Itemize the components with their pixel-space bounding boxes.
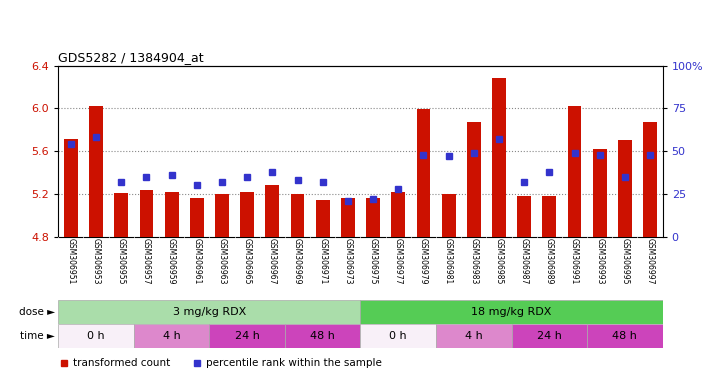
- Bar: [593, 149, 606, 237]
- Text: GSM306957: GSM306957: [142, 238, 151, 285]
- Bar: [542, 196, 556, 237]
- Bar: [618, 141, 632, 237]
- Text: GSM306997: GSM306997: [646, 238, 655, 285]
- Text: GDS5282 / 1384904_at: GDS5282 / 1384904_at: [58, 51, 204, 65]
- Text: 0 h: 0 h: [87, 331, 105, 341]
- Bar: [391, 192, 405, 237]
- Text: 18 mg/kg RDX: 18 mg/kg RDX: [471, 307, 552, 317]
- Bar: [442, 194, 456, 237]
- Text: 4 h: 4 h: [465, 331, 483, 341]
- Text: 48 h: 48 h: [612, 331, 637, 341]
- Bar: [209, 324, 285, 348]
- Bar: [316, 200, 330, 237]
- Text: GSM306955: GSM306955: [117, 238, 126, 285]
- Bar: [467, 122, 481, 237]
- Bar: [417, 109, 430, 237]
- Bar: [134, 324, 209, 348]
- Bar: [215, 194, 229, 237]
- Bar: [587, 324, 663, 348]
- Text: 3 mg/kg RDX: 3 mg/kg RDX: [173, 307, 246, 317]
- Text: GSM306981: GSM306981: [444, 238, 453, 285]
- Bar: [517, 196, 531, 237]
- Text: GSM306971: GSM306971: [319, 238, 327, 285]
- Text: 24 h: 24 h: [537, 331, 562, 341]
- Text: GSM306953: GSM306953: [92, 238, 100, 285]
- Bar: [285, 324, 360, 348]
- Text: 48 h: 48 h: [310, 331, 335, 341]
- Bar: [190, 198, 204, 237]
- Bar: [643, 122, 657, 237]
- Bar: [114, 193, 128, 237]
- Text: GSM306977: GSM306977: [394, 238, 402, 285]
- Bar: [366, 198, 380, 237]
- Bar: [512, 324, 587, 348]
- Bar: [492, 78, 506, 237]
- Text: GSM306995: GSM306995: [621, 238, 629, 285]
- Text: 24 h: 24 h: [235, 331, 260, 341]
- Bar: [240, 192, 254, 237]
- Text: GSM306951: GSM306951: [66, 238, 75, 285]
- Bar: [64, 139, 77, 237]
- Text: time ►: time ►: [20, 331, 55, 341]
- Text: percentile rank within the sample: percentile rank within the sample: [206, 358, 383, 368]
- Text: GSM306993: GSM306993: [595, 238, 604, 285]
- Text: GSM306989: GSM306989: [545, 238, 554, 285]
- Text: GSM306969: GSM306969: [293, 238, 302, 285]
- Text: GSM306979: GSM306979: [419, 238, 428, 285]
- Bar: [165, 192, 178, 237]
- Text: GSM306965: GSM306965: [242, 238, 252, 285]
- Bar: [360, 324, 436, 348]
- Text: GSM306985: GSM306985: [494, 238, 503, 285]
- Text: dose ►: dose ►: [18, 307, 55, 317]
- Text: GSM306983: GSM306983: [469, 238, 479, 285]
- Text: GSM306987: GSM306987: [520, 238, 529, 285]
- Text: 0 h: 0 h: [390, 331, 407, 341]
- Text: transformed count: transformed count: [73, 358, 171, 368]
- Bar: [360, 300, 663, 324]
- Bar: [89, 106, 103, 237]
- Text: GSM306961: GSM306961: [192, 238, 201, 285]
- Text: 4 h: 4 h: [163, 331, 181, 341]
- Bar: [58, 324, 134, 348]
- Text: GSM306973: GSM306973: [343, 238, 353, 285]
- Text: GSM306967: GSM306967: [268, 238, 277, 285]
- Text: GSM306959: GSM306959: [167, 238, 176, 285]
- Bar: [291, 194, 304, 237]
- Text: GSM306991: GSM306991: [570, 238, 579, 285]
- Bar: [341, 198, 355, 237]
- Bar: [139, 190, 154, 237]
- Text: GSM306963: GSM306963: [218, 238, 227, 285]
- Text: GSM306975: GSM306975: [368, 238, 378, 285]
- Bar: [567, 106, 582, 237]
- Bar: [58, 300, 360, 324]
- Bar: [436, 324, 512, 348]
- Bar: [265, 185, 279, 237]
